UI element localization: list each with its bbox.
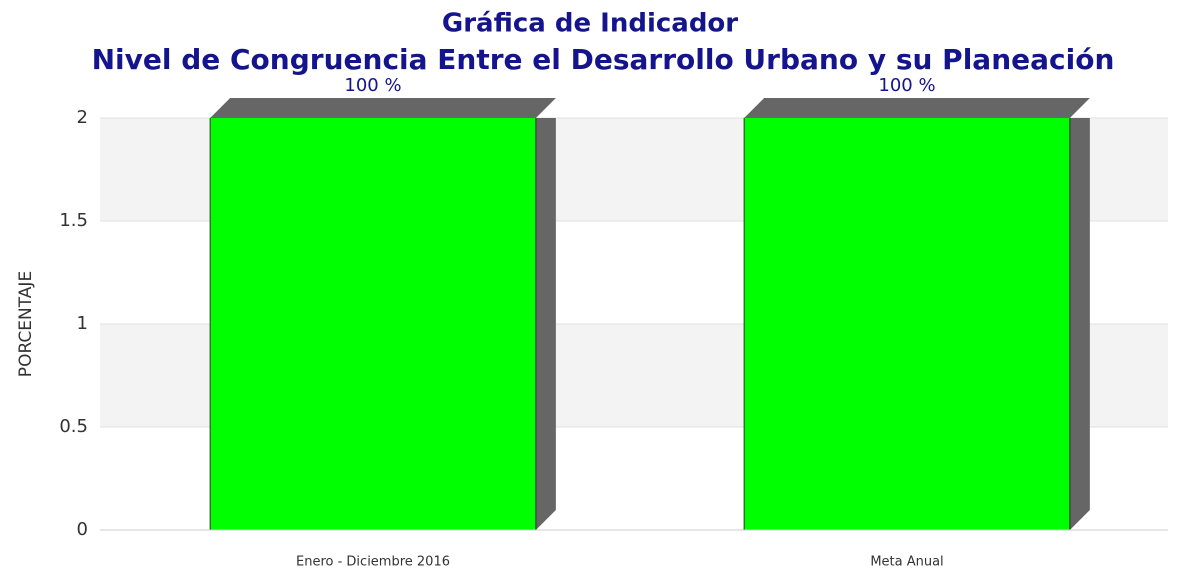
- y-tick-label: 1: [77, 313, 88, 334]
- bar-side: [1069, 118, 1090, 530]
- chart-title: Gráfica de Indicador: [442, 9, 738, 39]
- value-label: 100 %: [344, 75, 401, 96]
- bar-side: [535, 118, 556, 530]
- y-tick-label: 0.5: [59, 416, 88, 437]
- x-tick-label: Enero - Diciembre 2016: [296, 555, 450, 569]
- bar: [209, 118, 537, 530]
- bar-top: [744, 98, 1090, 118]
- y-tick-label: 2: [77, 107, 88, 128]
- bar: [743, 118, 1071, 530]
- y-tick-label: 0: [77, 519, 88, 540]
- chart-subtitle: Nivel de Congruencia Entre el Desarrollo…: [92, 43, 1115, 76]
- y-tick-label: 1.5: [59, 210, 88, 231]
- x-tick-label: Meta Anual: [870, 555, 943, 569]
- bar-top: [210, 98, 556, 118]
- y-axis-label: PORCENTAJE: [16, 271, 36, 377]
- value-label: 100 %: [878, 75, 935, 96]
